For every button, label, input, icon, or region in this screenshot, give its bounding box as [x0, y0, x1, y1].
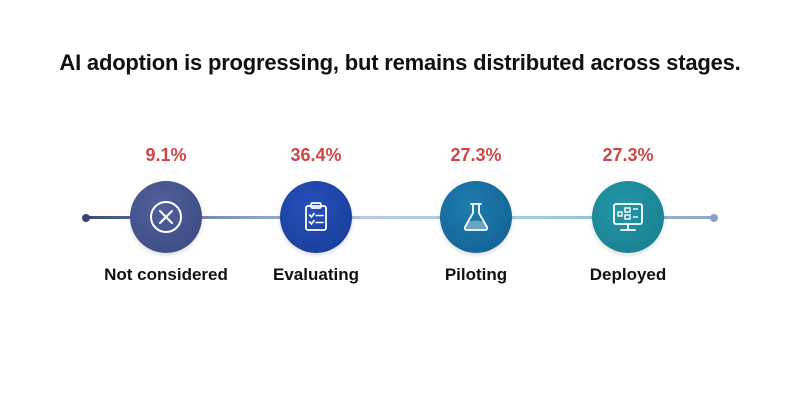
- stage-percent: 27.3%: [602, 145, 654, 165]
- stage-label: Not considered: [104, 265, 228, 284]
- stage-node: [280, 181, 352, 253]
- stage-percent: 9.1%: [145, 145, 187, 165]
- stage-node: [130, 181, 202, 253]
- stage-percent: 36.4%: [290, 145, 342, 165]
- stage-label: Evaluating: [273, 265, 359, 284]
- stage-deployed: 27.3% Deployed: [548, 145, 708, 285]
- flask-icon: [463, 203, 489, 231]
- monitor-dashboard-icon: [613, 203, 643, 231]
- stage-not-considered: 9.1% Not considered: [86, 145, 246, 285]
- stage-node: [440, 181, 512, 253]
- stage-evaluating: 36.4% Evaluating: [236, 145, 396, 285]
- stage-percent: 27.3%: [450, 145, 502, 165]
- stage-node: [592, 181, 664, 253]
- timeline-end-dot: [710, 214, 718, 222]
- x-circle-icon: [150, 201, 182, 233]
- timeline-start-dot: [82, 214, 90, 222]
- stage-piloting: 27.3% Piloting: [396, 145, 556, 285]
- page-title: AI adoption is progressing, but remains …: [59, 50, 741, 75]
- clipboard-checklist-icon: [305, 202, 327, 231]
- stage-label: Piloting: [444, 265, 508, 284]
- stage-label: Deployed: [589, 265, 667, 284]
- timeline-line: [86, 216, 714, 219]
